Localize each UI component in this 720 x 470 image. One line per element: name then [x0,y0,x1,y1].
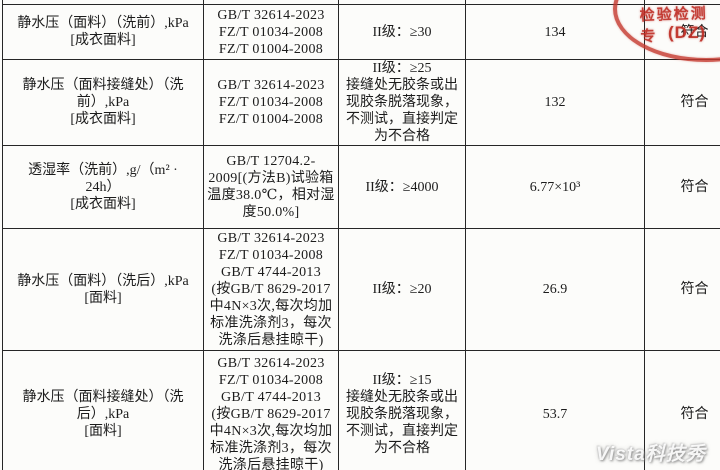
cell-test-item: 静水压（面料接缝处）（洗 后）,kPa [面料] [2,350,204,470]
cell-requirement: II级：≥4000 [338,145,466,229]
cell-conclusion: 符合 [644,350,720,470]
cell-conclusion: 符合 [644,4,720,60]
cell-result: 26.9 [465,228,645,351]
cell-result: 6.77×10³ [465,145,645,229]
table-row: 静水压（面料）（洗后）,kPa [面料] GB/T 32614-2023 FZ/… [2,228,720,351]
cell-requirement: II级：≥20 [338,228,466,351]
cell-result: 134 [465,4,645,60]
cell-standard: GB/T 32614-2023 FZ/T 01034-2008 FZ/T 010… [203,59,339,146]
cell-requirement: II级：≥30 [338,4,466,60]
table-row: 静水压（面料接缝处）（洗 前）,kPa [成衣面料] GB/T 32614-20… [2,59,720,146]
table-row: 静水压（面料）（洗前）,kPa [成衣面料] GB/T 32614-2023 F… [2,4,720,60]
cell-requirement: II级：≥15 接缝处无胶条或出 现胶条脱落现象， 不测试，直接判定 为不合格 [338,350,466,470]
cell-test-item: 静水压（面料）（洗前）,kPa [成衣面料] [2,4,204,60]
cell-standard: GB/T 32614-2023 FZ/T 01034-2008 FZ/T 010… [203,4,339,60]
cell-standard: GB/T 12704.2- 2009[(方法B)试验箱 温度38.0℃，相对湿 … [203,145,339,229]
cell-conclusion: 符合 [644,145,720,229]
table-row: 静水压（面料接缝处）（洗 后）,kPa [面料] GB/T 32614-2023… [2,350,720,470]
cell-test-item: 静水压（面料）（洗后）,kPa [面料] [2,228,204,351]
cell-standard: GB/T 32614-2023 FZ/T 01034-2008 GB/T 474… [203,350,339,470]
cell-test-item: 透湿率（洗前）,g/（m² · 24h） [成衣面料] [2,145,204,229]
cell-result: 132 [465,59,645,146]
table-row: 透湿率（洗前）,g/（m² · 24h） [成衣面料] GB/T 12704.2… [2,145,720,229]
cell-conclusion: 符合 [644,228,720,351]
cell-requirement: II级：≥25 接缝处无胶条或出 现胶条脱落现象， 不测试，直接判定 为不合格 [338,59,466,146]
cell-result: 53.7 [465,350,645,470]
cell-standard: GB/T 32614-2023 FZ/T 01034-2008 GB/T 474… [203,228,339,351]
cell-conclusion: 符合 [644,59,720,146]
cell-test-item: 静水压（面料接缝处）（洗 前）,kPa [成衣面料] [2,59,204,146]
